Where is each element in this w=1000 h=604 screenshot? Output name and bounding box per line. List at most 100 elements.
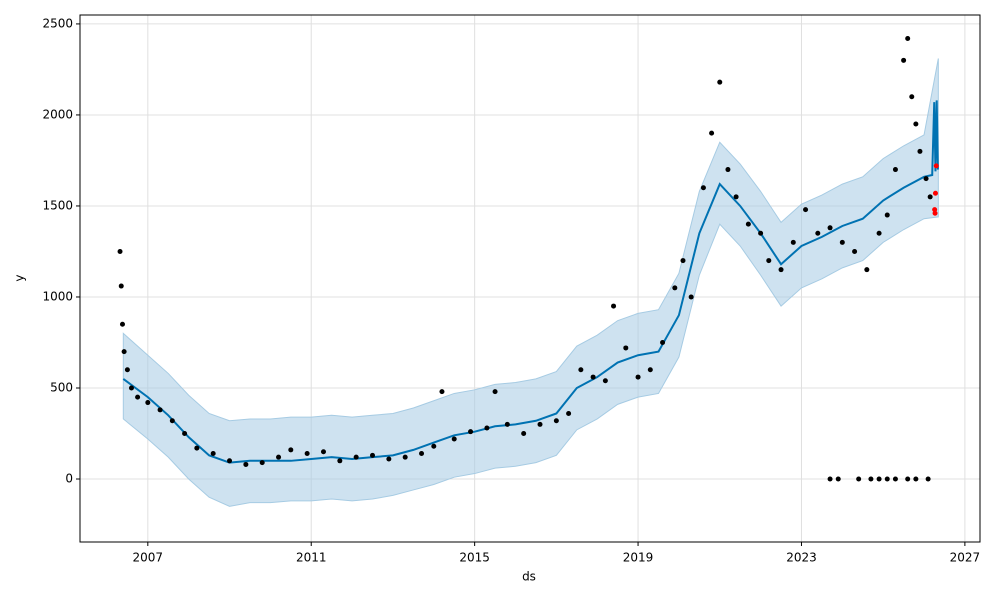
observed-point bbox=[876, 230, 882, 236]
observed-point bbox=[876, 476, 882, 482]
observed-point bbox=[121, 349, 127, 355]
observed-point bbox=[135, 394, 141, 400]
observed-point bbox=[660, 339, 666, 345]
observed-point bbox=[119, 321, 125, 327]
observed-point bbox=[917, 148, 923, 154]
y-tick-label: 500 bbox=[50, 380, 73, 394]
observed-point bbox=[439, 389, 445, 395]
observed-point bbox=[169, 418, 175, 424]
observed-point bbox=[864, 267, 870, 273]
observed-point bbox=[766, 258, 772, 264]
observed-point bbox=[884, 476, 890, 482]
observed-point bbox=[484, 425, 490, 431]
observed-point bbox=[815, 230, 821, 236]
observed-point bbox=[210, 451, 216, 457]
observed-point bbox=[353, 454, 359, 460]
observed-point bbox=[745, 221, 751, 227]
observed-point bbox=[337, 458, 343, 464]
observed-point bbox=[117, 248, 123, 254]
observed-point bbox=[852, 248, 858, 254]
observed-point bbox=[901, 57, 907, 63]
observed-point bbox=[521, 431, 527, 437]
y-tick-label: 0 bbox=[65, 472, 73, 486]
observed-point bbox=[827, 225, 833, 231]
observed-point bbox=[717, 79, 723, 85]
observed-point bbox=[680, 258, 686, 264]
observed-point bbox=[288, 447, 294, 453]
x-tick-label: 2027 bbox=[950, 551, 981, 565]
observed-point bbox=[182, 431, 188, 437]
observed-point bbox=[758, 230, 764, 236]
observed-point bbox=[304, 451, 310, 457]
observed-point bbox=[402, 454, 408, 460]
observed-point bbox=[635, 374, 641, 380]
observed-point bbox=[892, 167, 898, 173]
forecast-line bbox=[122, 100, 939, 464]
observed-point bbox=[537, 421, 543, 427]
observed-point bbox=[905, 35, 911, 41]
x-axis-label: ds bbox=[522, 570, 536, 584]
observed-point bbox=[700, 185, 706, 191]
observed-point bbox=[927, 194, 933, 200]
observed-point bbox=[884, 212, 890, 218]
observed-point bbox=[386, 456, 392, 462]
x-tick-label: 2019 bbox=[623, 551, 654, 565]
observed-point bbox=[835, 476, 841, 482]
observed-point bbox=[913, 476, 919, 482]
observed-point bbox=[827, 476, 833, 482]
observed-point bbox=[468, 429, 474, 435]
observed-point bbox=[590, 374, 596, 380]
observed-point bbox=[709, 130, 715, 136]
observed-point bbox=[419, 451, 425, 457]
observed-point bbox=[913, 121, 919, 127]
x-tick-label: 2023 bbox=[786, 551, 817, 565]
observed-point bbox=[725, 167, 731, 173]
observed-point bbox=[276, 454, 282, 460]
observed-point bbox=[578, 367, 584, 373]
y-tick-label: 1500 bbox=[42, 198, 73, 212]
observed-point bbox=[778, 267, 784, 273]
observed-point bbox=[259, 460, 265, 466]
observed-point bbox=[932, 207, 938, 213]
observed-point bbox=[925, 476, 931, 482]
y-tick-label: 2500 bbox=[42, 16, 73, 30]
observed-point bbox=[128, 385, 134, 391]
observed-point bbox=[688, 294, 694, 300]
observed-point bbox=[118, 283, 124, 289]
observed-point bbox=[623, 345, 629, 351]
y-axis-label: y bbox=[13, 274, 27, 281]
observed-point bbox=[227, 458, 233, 464]
observed-point bbox=[672, 285, 678, 291]
observed-point bbox=[803, 207, 809, 213]
observed-point bbox=[868, 476, 874, 482]
observed-point bbox=[431, 443, 437, 449]
x-tick-label: 2007 bbox=[133, 551, 164, 565]
observed-point bbox=[553, 418, 559, 424]
observed-point bbox=[839, 239, 845, 245]
observed-point bbox=[909, 94, 915, 100]
observed-point bbox=[856, 476, 862, 482]
observed-point bbox=[932, 210, 938, 216]
observed-point bbox=[733, 194, 739, 200]
observed-point bbox=[492, 389, 498, 395]
observed-point bbox=[647, 367, 653, 373]
observed-point bbox=[566, 410, 572, 416]
observed-point bbox=[124, 367, 130, 373]
observed-point bbox=[790, 239, 796, 245]
plot-frame bbox=[79, 14, 981, 543]
observed-point bbox=[933, 163, 939, 169]
observed-point bbox=[602, 378, 608, 384]
y-tick-label: 2000 bbox=[42, 107, 73, 121]
observed-point bbox=[905, 476, 911, 482]
observed-point bbox=[194, 445, 200, 451]
observed-point bbox=[892, 476, 898, 482]
observed-point bbox=[504, 421, 510, 427]
x-tick-label: 2011 bbox=[296, 551, 327, 565]
observed-point bbox=[923, 176, 929, 182]
observed-point bbox=[157, 407, 163, 413]
observed-point bbox=[145, 400, 151, 406]
observed-point bbox=[243, 461, 249, 467]
x-tick-label: 2015 bbox=[459, 551, 490, 565]
observed-point bbox=[451, 436, 457, 442]
